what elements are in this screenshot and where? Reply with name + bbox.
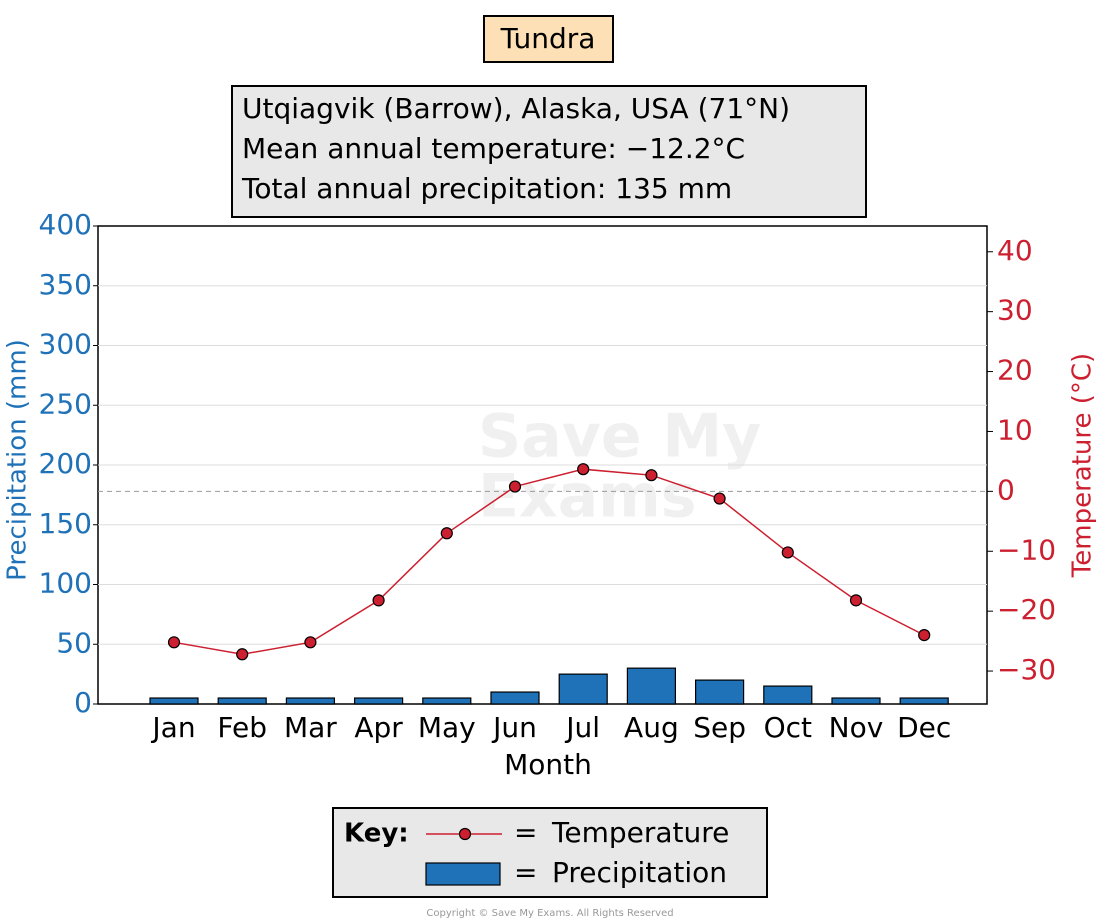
y-tick-label: 150 [39,507,92,540]
marker [236,648,249,661]
bar [626,667,677,705]
y-tick-label: 300 [39,328,92,361]
info-line: Utqiagvik (Barrow), Alaska, USA (71°N) [242,92,790,125]
marker [849,594,863,607]
bar [422,697,472,705]
bar [149,697,199,705]
bar [831,697,881,705]
y-tick-label: 400 [39,208,92,241]
x-tick-label: Nov [829,711,884,744]
y-tick-label: 350 [39,268,92,301]
marker [167,636,181,649]
marker [918,629,931,642]
x-tick-label: Dec [897,711,951,744]
y-tick-label: 250 [39,387,92,420]
y-tick-label: 0 [74,686,92,719]
bar [285,697,335,705]
legend-label: Precipitation [552,856,727,889]
title-box [483,15,614,63]
marker [304,636,317,649]
info-line: Mean annual temperature: −12.2°C [242,132,745,165]
x-tick-label: Oct [764,711,812,744]
bar [490,691,540,705]
y2-tick-label: 0 [997,473,1015,506]
y2-tick-label: 30 [997,294,1033,327]
x-tick-label: Sep [693,711,746,744]
watermark: Save My [478,402,761,472]
legend-marker [458,827,472,841]
y2-tick-label: 40 [997,234,1033,267]
x-tick-label: Apr [354,711,403,744]
marker [781,546,794,559]
legend-title: Key: [344,819,409,849]
x-tick-label: May [418,711,476,744]
y2-tick-label: 20 [997,354,1033,387]
bar [558,673,608,705]
x-tick-label: Feb [217,711,267,744]
marker [372,594,385,607]
y-tick-label: 100 [39,567,92,600]
marker [440,527,453,540]
y2-axis-label: Temperature (°C) [1068,353,1098,578]
legend-swatch [425,862,501,886]
y2-tick-label: −30 [997,653,1056,686]
marker [645,469,658,482]
y-axis-label: Precipitation (mm) [3,339,33,581]
info-box [231,85,867,218]
bar [354,697,404,705]
x-tick-label: Jul [564,711,600,744]
legend-separator: = [514,856,537,889]
y-tick-label: 200 [39,447,92,480]
info-line: Total annual precipitation: 135 mm [241,172,732,205]
footer: Copyright © Save My Exams. All Rights Re… [426,908,673,919]
legend-separator: = [514,816,537,849]
bar [217,697,267,705]
x-tick-label: Mar [284,711,337,744]
y-tick-label: 50 [56,626,92,659]
x-tick-label: Jun [491,711,537,744]
x-axis-label: Month [504,748,592,781]
bar [899,697,949,705]
marker [508,480,522,493]
legend-label: Temperature [551,816,729,849]
marker [577,463,590,476]
bar [694,679,745,705]
line [173,468,925,656]
legend-box [332,807,768,898]
chart-title: Tundra [500,22,596,55]
x-tick-label: Jan [150,711,195,744]
bar [763,685,813,705]
y2-tick-label: −20 [997,593,1056,626]
y2-tick-label: 10 [997,413,1033,446]
y2-tick-label: −10 [997,533,1056,566]
marker [713,492,726,505]
x-tick-label: Aug [624,711,679,744]
